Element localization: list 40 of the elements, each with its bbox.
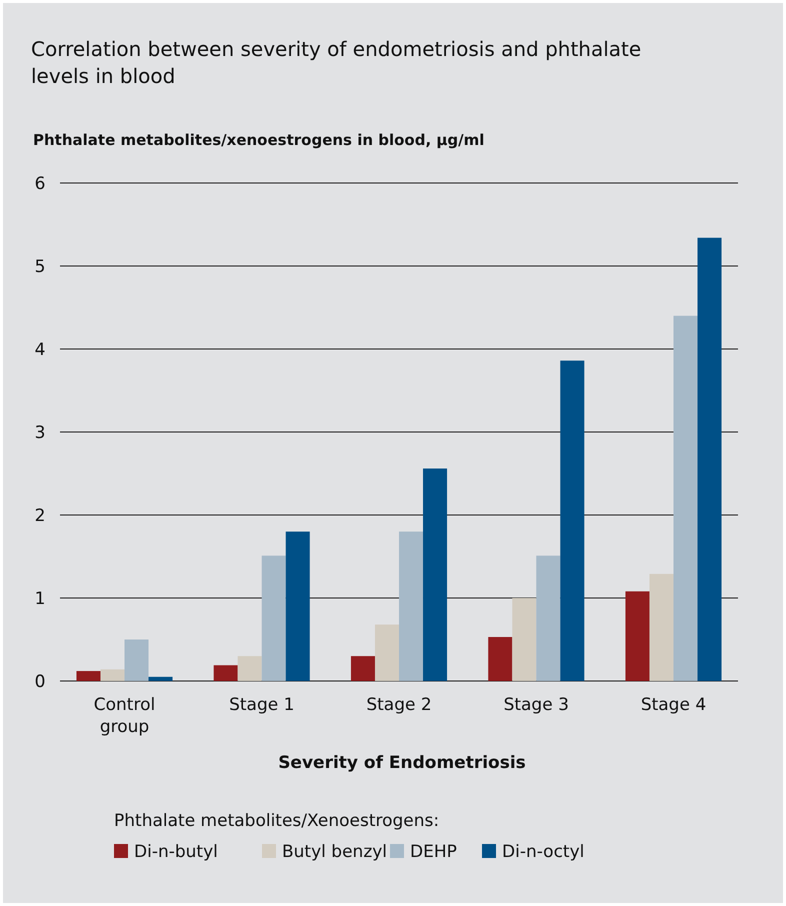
bar: [512, 598, 536, 681]
y-tick-label: 2: [34, 506, 46, 526]
legend-label: DEHP: [410, 842, 457, 862]
bar: [350, 656, 375, 681]
legend-label: Di-n-octyl: [502, 842, 584, 862]
bar: [286, 532, 310, 681]
bar: [649, 574, 674, 681]
y-tick-label: 3: [34, 422, 46, 443]
bar: [488, 637, 512, 681]
bar: [374, 624, 399, 681]
x-tick-label: Stage 3: [504, 695, 569, 715]
bar: [148, 676, 173, 681]
y-axis-title: Phthalate metabolites/xenoestrogens in blood, µg/ml: [33, 131, 484, 149]
x-axis-title: Severity of Endometriosis: [278, 753, 526, 773]
chart-title: Correlation between severity of endometriosis and phthalate levels in blood: [31, 37, 642, 88]
y-tick-label: 5: [34, 256, 46, 277]
y-tick-label: 0: [34, 672, 46, 692]
y-tick-label: 4: [34, 340, 46, 360]
legend-title: Phthalate metabolites/Xenoestrogens:: [114, 811, 440, 831]
bar: [214, 665, 238, 681]
bar: [124, 640, 149, 681]
y-tick-label: 6: [34, 174, 46, 194]
legend-label: Butyl benzyl: [282, 842, 388, 862]
bar: [673, 316, 698, 681]
bar: [399, 532, 424, 681]
y-tick-label: 1: [34, 588, 46, 609]
bar: [560, 360, 584, 681]
bar: [625, 591, 650, 681]
x-tick-label: Stage 4: [640, 695, 706, 715]
bar: [76, 671, 100, 681]
bar: [100, 669, 125, 681]
bar: [698, 238, 722, 681]
x-tick-label: Stage 1: [229, 695, 294, 715]
bar: [262, 556, 286, 681]
x-tick-label: Stage 2: [366, 695, 432, 715]
bar: [423, 468, 448, 681]
bar: [536, 556, 560, 681]
bar: [238, 656, 262, 681]
x-tick-label: Control group: [94, 695, 156, 737]
legend-label: Di-n-butyl: [134, 842, 218, 862]
